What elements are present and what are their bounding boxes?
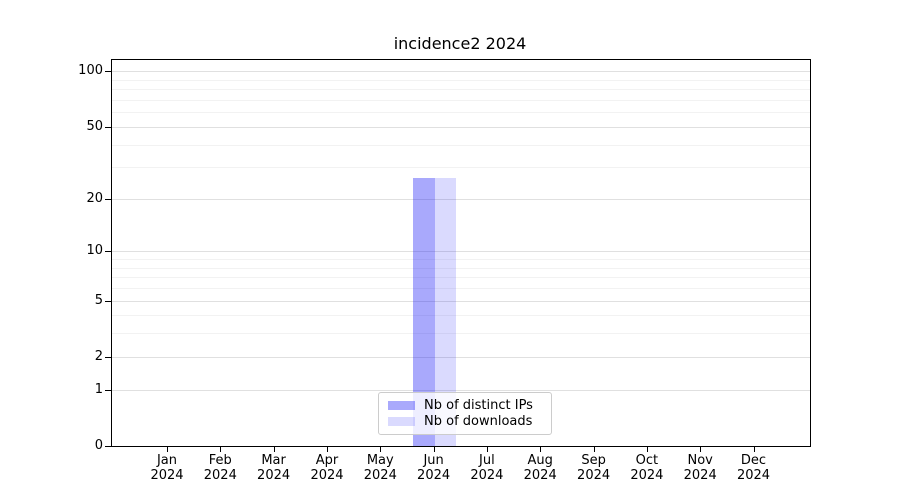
x-tick-label: Feb 2024 bbox=[180, 453, 260, 483]
legend: Nb of distinct IPs Nb of downloads bbox=[378, 392, 552, 435]
y-tick-label: 100 bbox=[78, 63, 103, 79]
x-tick-label: Jul 2024 bbox=[447, 453, 527, 483]
x-tick-label: Nov 2024 bbox=[660, 453, 740, 483]
x-tick-month: Jul bbox=[479, 453, 495, 468]
x-tick-month: Sep bbox=[581, 453, 606, 468]
x-tick-month: Oct bbox=[635, 453, 659, 468]
y-tick-label: 20 bbox=[86, 190, 103, 206]
minor-gridline bbox=[112, 267, 810, 269]
x-tick-year: 2024 bbox=[523, 468, 557, 483]
x-tick-mark bbox=[646, 447, 648, 452]
x-tick-year: 2024 bbox=[470, 468, 504, 483]
x-tick-month: Apr bbox=[315, 453, 339, 468]
legend-swatch-downloads bbox=[388, 417, 415, 427]
x-tick-year: 2024 bbox=[736, 468, 771, 483]
x-tick-mark bbox=[167, 447, 168, 452]
legend-swatch-distinct-ips bbox=[388, 400, 415, 410]
x-tick-month: Jun bbox=[423, 453, 444, 468]
x-tick-month: Mar bbox=[261, 453, 286, 468]
x-tick-label: Apr 2024 bbox=[287, 453, 367, 483]
x-tick-year: 2024 bbox=[257, 468, 291, 483]
legend-item-distinct-ips: Nb of distinct IPs bbox=[388, 397, 542, 414]
x-tick-label: Mar 2024 bbox=[234, 453, 314, 483]
x-tick-month: Nov bbox=[687, 453, 713, 468]
x-tick-mark bbox=[273, 447, 275, 452]
minor-gridline bbox=[112, 144, 810, 146]
x-tick-month: Feb bbox=[208, 453, 232, 468]
y-tick-mark bbox=[105, 198, 111, 200]
x-tick-mark bbox=[486, 447, 488, 452]
major-gridline bbox=[112, 300, 810, 302]
minor-gridline bbox=[112, 167, 810, 169]
legend-label-distinct-ips: Nb of distinct IPs bbox=[424, 397, 533, 413]
plot-area bbox=[111, 59, 811, 447]
y-tick-label: 0 bbox=[94, 438, 103, 453]
minor-gridline bbox=[112, 89, 810, 91]
y-tick-mark bbox=[105, 251, 111, 253]
x-tick-mark bbox=[540, 447, 542, 452]
legend-item-downloads: Nb of downloads bbox=[388, 414, 542, 431]
x-tick-year: 2024 bbox=[310, 468, 344, 483]
minor-gridline bbox=[112, 79, 810, 81]
major-gridline bbox=[112, 71, 810, 73]
x-tick-month: Dec bbox=[740, 453, 767, 468]
x-tick-month: Aug bbox=[527, 453, 553, 468]
major-gridline bbox=[112, 198, 810, 200]
y-tick-mark bbox=[105, 300, 111, 302]
x-tick-year: 2024 bbox=[150, 468, 184, 483]
minor-gridline bbox=[112, 259, 810, 260]
x-tick-label: Sep 2024 bbox=[554, 453, 634, 483]
x-tick-mark bbox=[593, 447, 595, 452]
x-tick-month: May bbox=[366, 453, 394, 468]
x-tick-mark bbox=[753, 447, 755, 452]
x-tick-year: 2024 bbox=[203, 468, 237, 483]
y-tick-mark bbox=[105, 389, 111, 391]
x-tick-mark bbox=[380, 447, 382, 452]
y-tick-mark bbox=[105, 446, 111, 447]
x-tick-mark bbox=[700, 447, 702, 452]
y-tick-mark bbox=[105, 71, 111, 73]
x-tick-label: Dec 2024 bbox=[714, 453, 794, 483]
minor-gridline bbox=[112, 99, 810, 101]
major-gridline bbox=[112, 251, 810, 253]
x-tick-year: 2024 bbox=[417, 468, 451, 483]
x-tick-label: Jan 2024 bbox=[127, 453, 207, 483]
x-tick-label: Aug 2024 bbox=[500, 453, 580, 483]
x-tick-label: Oct 2024 bbox=[607, 453, 687, 483]
x-tick-mark bbox=[220, 447, 222, 452]
x-tick-year: 2024 bbox=[630, 468, 664, 483]
x-tick-month: Jan bbox=[156, 453, 178, 468]
bar-downloads bbox=[434, 178, 457, 446]
legend-label-downloads: Nb of downloads bbox=[424, 414, 533, 430]
x-tick-mark bbox=[433, 447, 435, 452]
major-gridline bbox=[112, 389, 810, 391]
x-tick-label: Jun 2024 bbox=[394, 453, 474, 483]
x-tick-year: 2024 bbox=[683, 468, 717, 483]
major-gridline bbox=[112, 356, 810, 358]
y-tick-label: 5 bbox=[94, 292, 103, 308]
y-tick-label: 2 bbox=[94, 348, 103, 364]
y-tick-mark bbox=[105, 126, 111, 128]
x-tick-label: May 2024 bbox=[340, 453, 420, 483]
minor-gridline bbox=[112, 277, 810, 279]
minor-gridline bbox=[112, 315, 810, 317]
y-tick-mark bbox=[105, 356, 111, 358]
x-tick-year: 2024 bbox=[577, 468, 611, 483]
y-tick-label: 1 bbox=[94, 381, 103, 397]
y-tick-label: 50 bbox=[86, 118, 103, 134]
minor-gridline bbox=[112, 112, 810, 114]
minor-gridline bbox=[112, 288, 810, 289]
x-tick-mark bbox=[327, 447, 328, 452]
x-tick-year: 2024 bbox=[363, 468, 397, 483]
minor-gridline bbox=[112, 333, 810, 335]
major-gridline bbox=[112, 126, 810, 128]
chart-title: incidence2 2024 bbox=[393, 34, 527, 53]
bar-distinct-ips bbox=[412, 178, 435, 446]
y-tick-label: 10 bbox=[86, 243, 103, 259]
